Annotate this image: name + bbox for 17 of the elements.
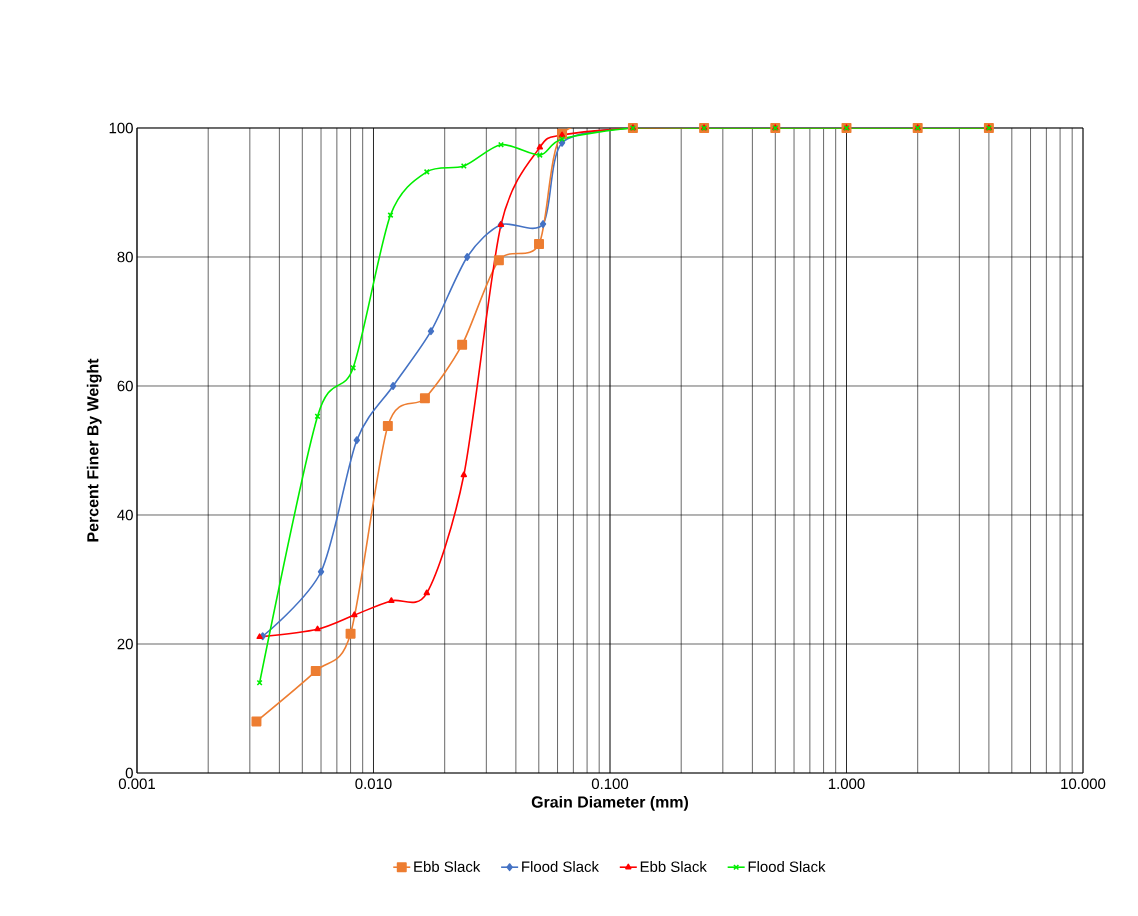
- y-tick-label: 60: [117, 380, 133, 392]
- legend-label: Ebb Slack: [640, 861, 707, 873]
- y-tick-label: 80: [117, 251, 133, 263]
- x-tick-label: 0.100: [591, 778, 629, 790]
- x-axis-title: Grain Diameter (mm): [531, 795, 689, 811]
- x-tick-label: 1.000: [828, 778, 865, 790]
- y-axis-title: Percent Finer By Weight: [86, 358, 102, 542]
- x-tick-label: 0.010: [355, 778, 392, 790]
- y-tick-label: 100: [109, 122, 133, 134]
- x-tick-label: 0.001: [118, 778, 155, 790]
- y-tick-label: 0: [125, 767, 133, 779]
- y-tick-label: 40: [117, 509, 133, 521]
- legend-label: Flood Slack: [748, 861, 826, 873]
- x-tick-label: 10.000: [1061, 778, 1106, 790]
- legend-label: Flood Slack: [522, 861, 599, 873]
- legend-label: Ebb Slack: [414, 861, 481, 873]
- y-tick-label: 20: [117, 638, 133, 650]
